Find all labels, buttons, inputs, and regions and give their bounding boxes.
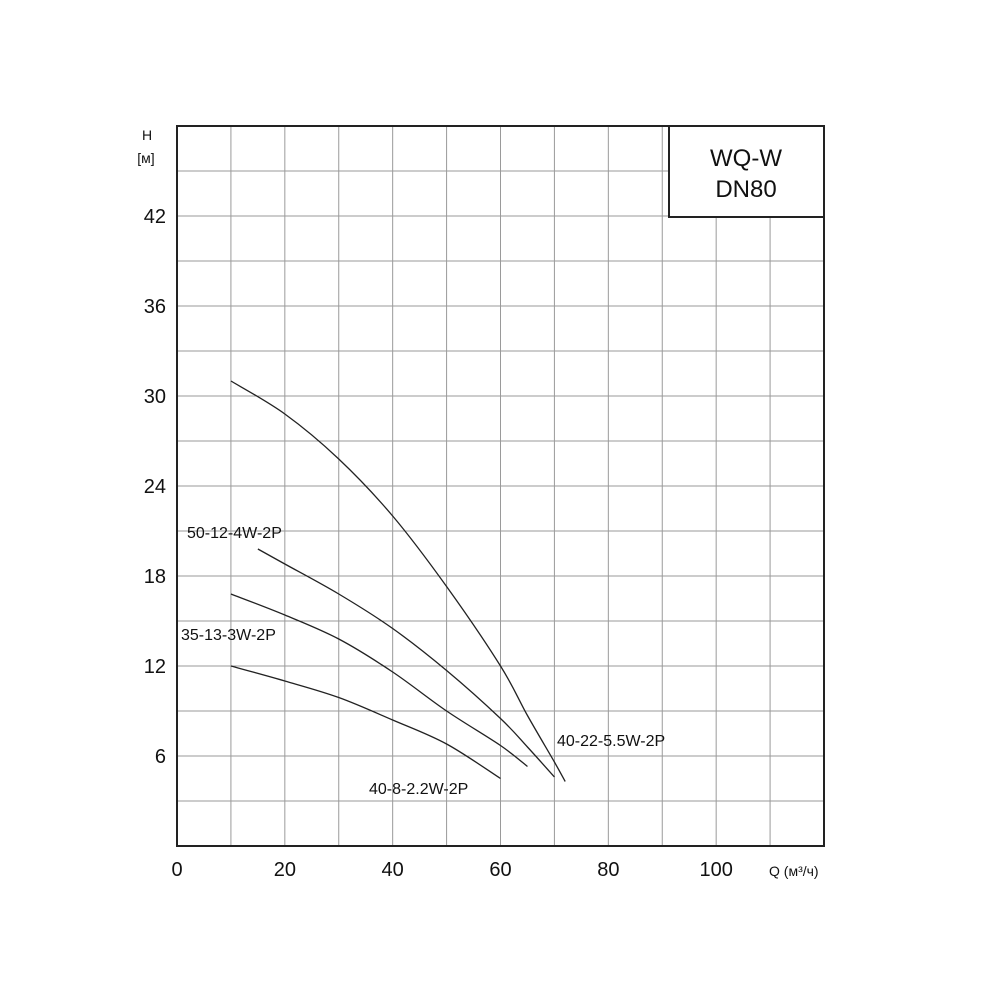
series-curve-1 [257, 548, 555, 778]
grid-layer [177, 126, 824, 846]
y-tick-label: 42 [144, 206, 166, 228]
y-tick-label: 6 [155, 746, 166, 768]
model-box-line-1: WQ-W [710, 145, 782, 172]
y-tick-label: 18 [144, 566, 166, 588]
x-tick-label: 20 [274, 859, 296, 881]
x-tick-label: 100 [699, 859, 732, 881]
y-axis-unit: [м] [137, 150, 154, 166]
series-label-2: 35-13-3W-2P [181, 627, 276, 644]
series-label-0: 40-22-5.5W-2P [557, 733, 665, 750]
model-box-line-2: DN80 [715, 176, 776, 203]
y-axis-title: H [142, 127, 152, 143]
y-tick-label: 12 [144, 656, 166, 678]
curves-layer [230, 380, 566, 782]
series-curve-0 [230, 380, 566, 782]
model-box: WQ-W DN80 [668, 125, 825, 218]
x-tick-label: 40 [382, 859, 404, 881]
x-axis-title: Q (м³/ч) [769, 863, 819, 879]
y-tick-label: 36 [144, 296, 166, 318]
x-tick-label: 0 [171, 859, 182, 881]
x-tick-label: 60 [489, 859, 511, 881]
series-label-1: 50-12-4W-2P [187, 525, 282, 542]
y-tick-label: 30 [144, 386, 166, 408]
series-curve-2 [230, 593, 528, 768]
series-curve-3 [230, 665, 501, 780]
plot-frame [176, 125, 825, 847]
y-tick-label: 24 [144, 476, 166, 498]
ticks-layer: 0 20 40 60 80 100 6 12 18 24 30 36 42 [144, 206, 733, 881]
x-tick-label: 80 [597, 859, 619, 881]
model-box-frame [668, 125, 825, 218]
series-label-3: 40-8-2.2W-2P [369, 781, 468, 798]
series-labels-layer: 40-22-5.5W-2P 50-12-4W-2P 35-13-3W-2P 40-8-… [181, 525, 665, 798]
